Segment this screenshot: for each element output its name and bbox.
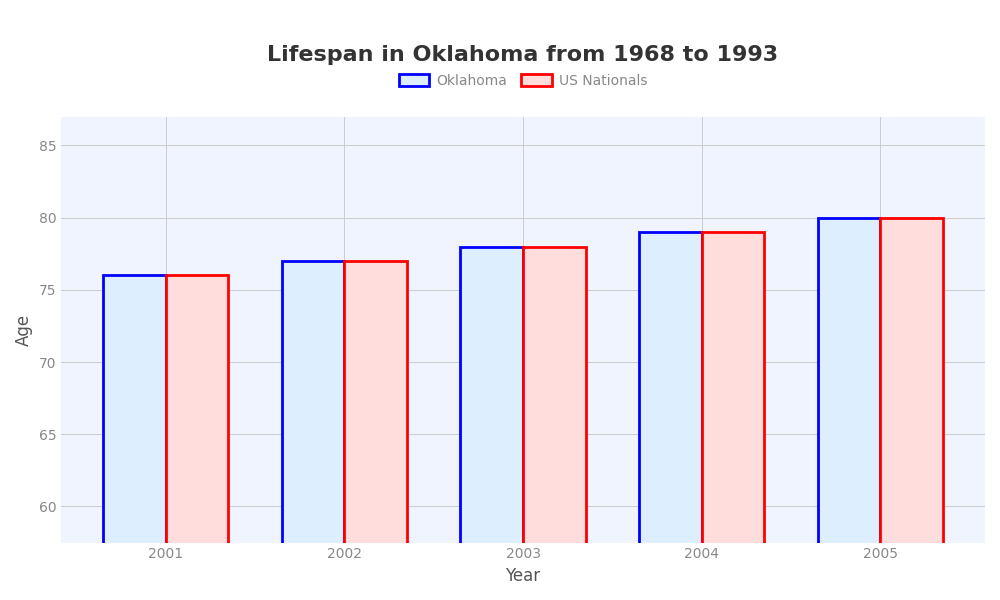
Bar (103, 275, 166, 600)
Y-axis label: Age: Age (15, 314, 33, 346)
Bar (639, 232, 702, 600)
Bar (166, 275, 228, 600)
Bar (523, 247, 586, 600)
Legend: Oklahoma, US Nationals: Oklahoma, US Nationals (393, 68, 653, 93)
Bar (344, 261, 407, 600)
Bar (818, 218, 880, 600)
Bar (282, 261, 344, 600)
Bar (880, 218, 943, 600)
Title: Lifespan in Oklahoma from 1968 to 1993: Lifespan in Oklahoma from 1968 to 1993 (267, 45, 779, 65)
Bar (460, 247, 523, 600)
X-axis label: Year: Year (505, 567, 541, 585)
Bar (702, 232, 764, 600)
